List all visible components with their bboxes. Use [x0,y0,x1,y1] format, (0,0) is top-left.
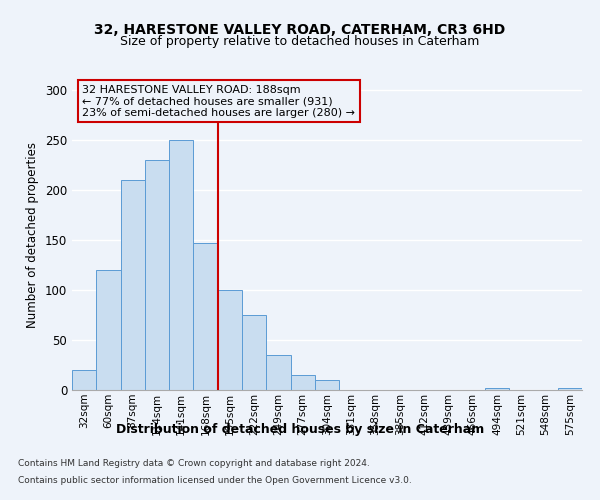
Text: 32, HARESTONE VALLEY ROAD, CATERHAM, CR3 6HD: 32, HARESTONE VALLEY ROAD, CATERHAM, CR3… [94,22,506,36]
Bar [96,270,121,390]
Bar [290,375,315,390]
Text: Contains public sector information licensed under the Open Government Licence v3: Contains public sector information licen… [18,476,412,485]
Y-axis label: Number of detached properties: Number of detached properties [26,142,40,328]
Bar [266,355,290,390]
Text: Distribution of detached houses by size in Caterham: Distribution of detached houses by size … [116,422,484,436]
Bar [121,180,145,390]
Bar [169,140,193,390]
Bar [242,315,266,390]
Bar [485,388,509,390]
Bar [145,160,169,390]
Text: Contains HM Land Registry data © Crown copyright and database right 2024.: Contains HM Land Registry data © Crown c… [18,458,370,468]
Bar [193,243,218,390]
Bar [72,370,96,390]
Text: 32 HARESTONE VALLEY ROAD: 188sqm
← 77% of detached houses are smaller (931)
23% : 32 HARESTONE VALLEY ROAD: 188sqm ← 77% o… [82,84,355,118]
Bar [218,290,242,390]
Bar [558,388,582,390]
Bar [315,380,339,390]
Text: Size of property relative to detached houses in Caterham: Size of property relative to detached ho… [121,35,479,48]
